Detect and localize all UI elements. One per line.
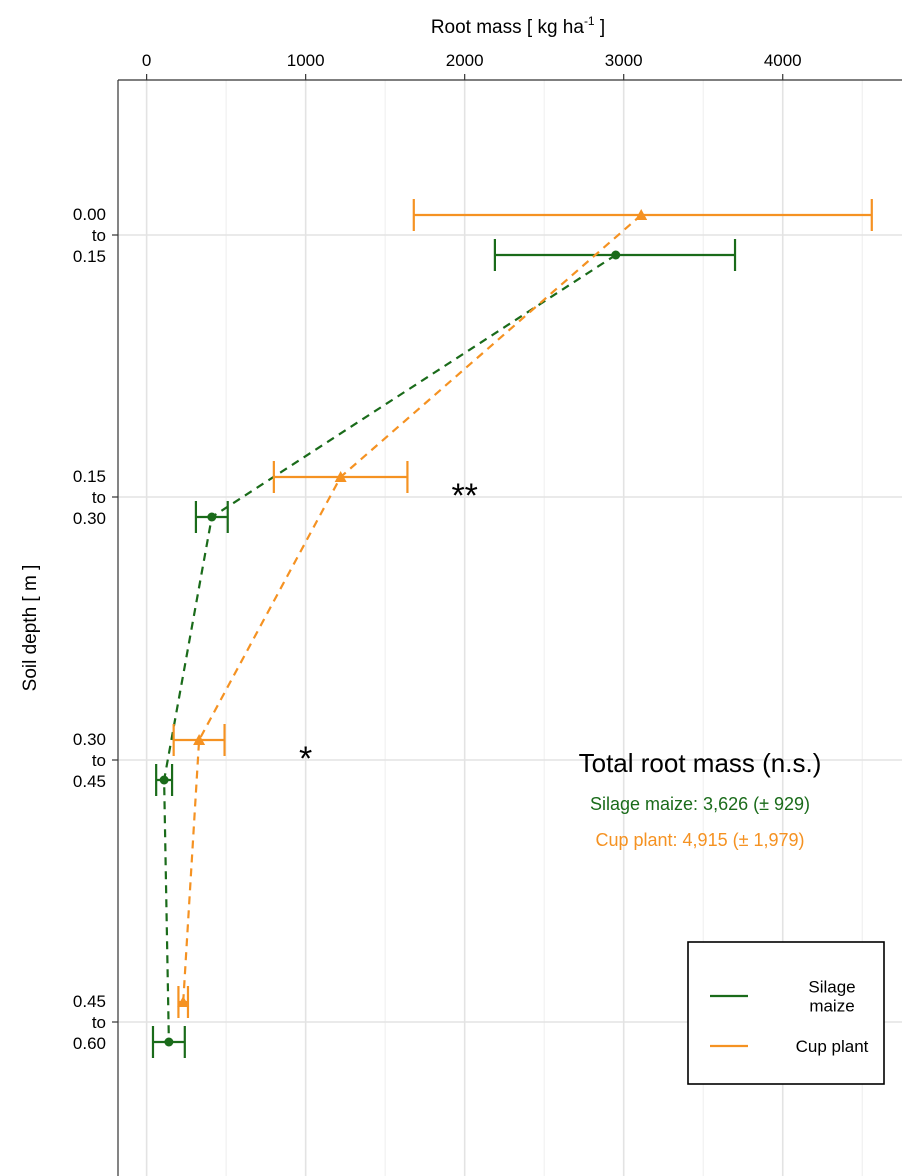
- y-tick-label: 0.15 to 0.30: [73, 467, 106, 528]
- legend: Silage maize Cup plant: [687, 941, 885, 1085]
- x-tick-label: 3000: [605, 51, 643, 70]
- y-tick-label: 0.45 to 0.60: [73, 992, 106, 1053]
- data-point: [611, 250, 621, 260]
- axes: [117, 79, 902, 1176]
- x-tick-label: 0: [142, 51, 151, 70]
- x-tick-label: 4000: [764, 51, 802, 70]
- y-tick-label-line: 0.15: [73, 467, 106, 486]
- x-axis-title-main: Root mass [ kg ha: [431, 17, 585, 38]
- legend-label: Cup plant: [796, 1037, 869, 1056]
- total-line: Silage maize: 3,626 (± 929): [590, 794, 810, 814]
- y-tick-label-line: 0.60: [73, 1034, 106, 1053]
- y-axis-title: Soil depth [ m ]: [20, 565, 41, 692]
- data-point: [159, 775, 169, 785]
- y-tick-label-line: to: [92, 226, 106, 245]
- series-line: [182, 214, 642, 1003]
- legend-label-line: Silage: [808, 978, 855, 997]
- significance-annotations: ***: [299, 477, 478, 778]
- data-point: [193, 734, 206, 745]
- data-point: [207, 512, 217, 522]
- y-tick-label-line: 0.30: [73, 730, 106, 749]
- y-tick-label-line: to: [92, 751, 106, 770]
- y-tick-label-line: to: [92, 1013, 106, 1032]
- y-tick-label-line: 0.30: [73, 509, 106, 528]
- significance-marker: *: [299, 740, 312, 778]
- data-point: [635, 209, 648, 220]
- x-axis-title-tail: ]: [595, 17, 606, 38]
- x-axis-ticks: 0 1000 2000 3000 4000: [142, 51, 802, 80]
- series-cup-plant: [172, 199, 873, 1018]
- legend-label: Silage maize: [808, 978, 855, 1016]
- x-axis-title-sup: -1: [584, 14, 595, 28]
- y-tick-label-line: 0.45: [73, 772, 106, 791]
- series-layer: [151, 199, 873, 1058]
- legend-label-line: Cup plant: [796, 1037, 869, 1056]
- data-point: [334, 471, 347, 482]
- data-point: [164, 1037, 174, 1047]
- data-point: [177, 996, 190, 1007]
- y-tick-label-line: 0.00: [73, 205, 106, 224]
- y-tick-label-line: 0.15: [73, 247, 106, 266]
- significance-marker: **: [451, 477, 477, 515]
- x-tick-label: 2000: [446, 51, 484, 70]
- y-tick-label: 0.30 to 0.45: [73, 730, 106, 791]
- series-line: [163, 254, 617, 1043]
- y-tick-label-line: to: [92, 488, 106, 507]
- total-title: Total root mass (n.s.): [579, 748, 822, 778]
- x-axis-title: Root mass [ kg ha-1 ]: [431, 14, 605, 38]
- y-tick-label-line: 0.45: [73, 992, 106, 1011]
- y-axis-ticks: 0.00 to 0.15 0.15 to 0.30 0.30 to 0.45 0.45 to 0.60: [73, 205, 118, 1053]
- total-root-mass-box: Total root mass (n.s.) Silage maize: 3,62…: [579, 748, 822, 850]
- legend-box: [687, 941, 885, 1085]
- x-tick-label: 1000: [287, 51, 325, 70]
- legend-label-line: maize: [809, 997, 854, 1016]
- y-tick-label: 0.00 to 0.15: [73, 205, 106, 266]
- total-line: Cup plant: 4,915 (± 1,979): [595, 830, 804, 850]
- series-silage-maize: [151, 239, 737, 1058]
- axis-titles: Root mass [ kg ha-1 ] Soil depth [ m ]: [20, 14, 605, 691]
